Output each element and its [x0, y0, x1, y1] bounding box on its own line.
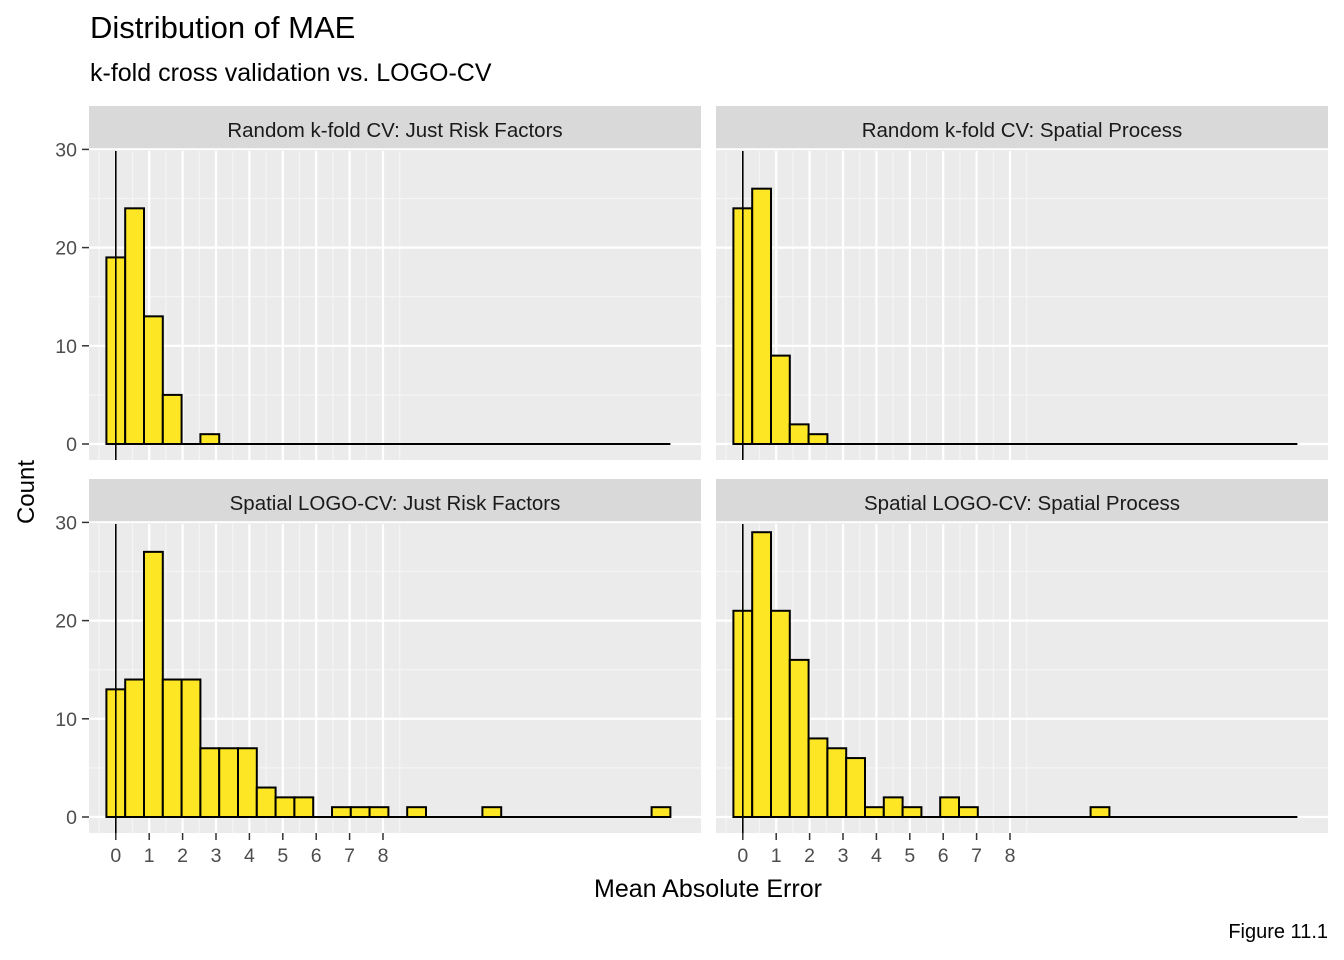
facet-strip [716, 479, 1328, 524]
x-tick-label: 3 [211, 845, 222, 867]
histogram-bar [939, 796, 961, 818]
histogram-bar [255, 786, 277, 818]
x-tick-label: 0 [737, 845, 748, 867]
histogram-bar [1089, 806, 1111, 818]
histogram-bar [124, 678, 145, 819]
histogram-bar [807, 433, 829, 445]
x-tick-label: 1 [144, 845, 155, 867]
histogram-bar [349, 806, 371, 818]
facet-strip-label: Random k-fold CV: Spatial Process [862, 119, 1183, 142]
y-tick-label: 0 [66, 434, 77, 456]
x-axis-label: Mean Absolute Error [594, 875, 822, 903]
y-tick-label: 20 [55, 238, 77, 260]
facet-panel: Spatial LOGO-CV: Spatial Process 0 1 2 3 4 5 6 7… [716, 479, 1328, 867]
x-tick-label: 1 [771, 845, 782, 867]
y-tick-label: 0 [66, 807, 77, 829]
x-tick-label: 8 [1005, 845, 1016, 867]
histogram-bar [161, 678, 183, 819]
histogram-bar [368, 806, 390, 818]
histogram-bar [237, 747, 258, 819]
y-tick-label: 10 [55, 336, 77, 358]
chart-title: Distribution of MAE [90, 10, 356, 45]
facet-strip [89, 106, 701, 151]
histogram-bar [143, 315, 164, 445]
histogram-bar [901, 806, 923, 818]
histogram-bar [788, 423, 810, 445]
histogram-bar [274, 796, 296, 818]
facet-strip [716, 106, 1328, 151]
facet-strip-label: Spatial LOGO-CV: Spatial Process [864, 492, 1180, 515]
histogram-bar [331, 806, 352, 818]
histogram-bar [406, 806, 428, 818]
histogram-bar [199, 433, 221, 445]
x-tick-label: 3 [838, 845, 849, 867]
y-axis-label: Count [13, 459, 40, 525]
y-tick-label: 20 [55, 611, 77, 633]
chart-subtitle: k-fold cross validation vs. LOGO-CV [90, 59, 492, 87]
histogram-bar [293, 796, 315, 818]
facet-strip-label: Random k-fold CV: Just Risk Factors [227, 119, 562, 142]
x-tick-label: 2 [804, 845, 815, 867]
histogram-bar [218, 747, 239, 819]
x-tick-label: 6 [311, 845, 322, 867]
facet-panel: Random k-fold CV: Just Risk Factors 0 10 20… [55, 106, 701, 460]
histogram-bar [751, 531, 773, 818]
histogram-bar [143, 550, 164, 818]
x-tick-label: 8 [378, 845, 389, 867]
x-tick-label: 7 [344, 845, 355, 867]
x-tick-label: 5 [904, 845, 915, 867]
y-tick-label: 30 [55, 512, 77, 534]
histogram-bar [807, 737, 829, 818]
histogram-bar [124, 207, 145, 445]
histogram-bar [180, 678, 202, 819]
y-tick-label: 10 [55, 709, 77, 731]
histogram-bar [770, 609, 791, 819]
histogram-bar [882, 796, 904, 818]
histogram-bar [864, 806, 885, 818]
facet-strip-label: Spatial LOGO-CV: Just Risk Factors [230, 492, 561, 515]
x-tick-label: 6 [938, 845, 949, 867]
x-tick-label: 4 [871, 845, 882, 867]
facet-strip [89, 479, 701, 524]
histogram-bar [770, 354, 791, 445]
histogram-bar [826, 747, 848, 819]
facet-panel: Spatial LOGO-CV: Just Risk Factors010203… [55, 479, 701, 867]
histogram-bar [161, 393, 183, 445]
histogram-bar [958, 806, 979, 818]
panel-background [716, 151, 1328, 460]
x-tick-label: 2 [177, 845, 188, 867]
panel-background [89, 151, 701, 460]
x-tick-label: 4 [244, 845, 255, 867]
histogram-bar [788, 658, 810, 818]
figure-caption: Figure 11.1 [1228, 921, 1328, 943]
x-tick-label: 5 [277, 845, 288, 867]
histogram-bar [845, 757, 867, 819]
histogram-bar [650, 806, 672, 818]
y-tick-label: 30 [55, 139, 77, 161]
histogram-bar [199, 747, 221, 819]
x-tick-label: 7 [971, 845, 982, 867]
x-tick-label: 0 [110, 845, 121, 867]
histogram-bar [751, 187, 773, 445]
facet-panel: Random k-fold CV: Spatial Process [716, 106, 1328, 460]
histogram-bar [481, 806, 503, 818]
